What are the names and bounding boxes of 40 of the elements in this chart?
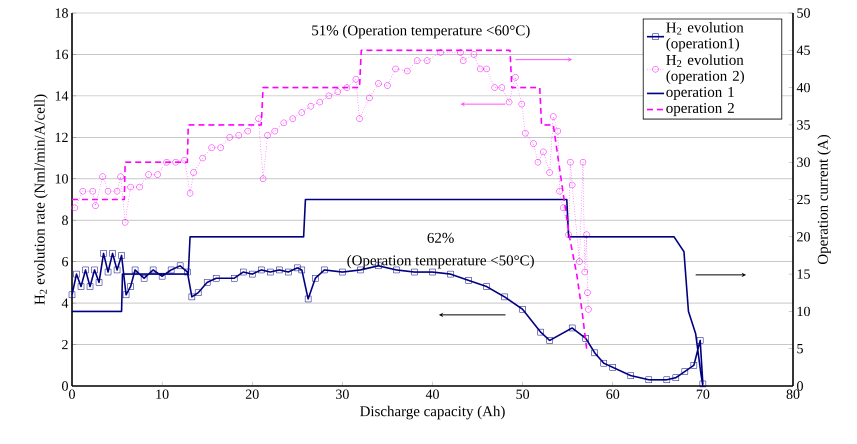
- y-axis-title: H$_{2}$ evolution rate (Nml/min/A/cell): [34, 94, 48, 305]
- annotation: 62%: [428, 232, 454, 243]
- y-tick-label: 2: [62, 340, 68, 350]
- y2-axis-title: Operation current (A): [817, 135, 831, 264]
- y-tick-label: 4: [62, 298, 68, 308]
- y2-tick-label: 20: [797, 232, 810, 242]
- x-tick-label: 10: [156, 390, 169, 399]
- y-tick-label: 14: [56, 91, 68, 100]
- y-tick-label: 12: [56, 132, 68, 142]
- x-axis-title: Discharge capacity (Ah): [360, 406, 505, 420]
- y2-tick-label: 40: [796, 82, 810, 92]
- y2-tick-label: 5: [797, 344, 803, 354]
- x-tick-label: 40: [426, 390, 439, 399]
- x-tick-label: 50: [516, 390, 530, 399]
- y-tick-label: 16: [56, 50, 68, 60]
- y-tick-label: 18: [56, 8, 68, 18]
- annotation: (Operation temperature <50°C): [347, 254, 534, 268]
- x-tick-label: 0: [69, 390, 75, 399]
- y-tick-label: 8: [62, 216, 68, 225]
- y-tick-label: 10: [56, 174, 68, 184]
- y2-tick-label: 45: [796, 46, 810, 55]
- legend-label: H$_{2}$ evolution (operation 2): [666, 54, 744, 84]
- y2-tick-label: 0: [797, 381, 803, 391]
- y2-tick-label: 25: [797, 194, 810, 204]
- x-tick-label: 80: [786, 390, 800, 399]
- y2-tick-label: 50: [797, 8, 810, 18]
- x-tick-label: 20: [246, 390, 259, 399]
- y2-tick-label: 35: [797, 120, 810, 130]
- x-tick-label: 30: [336, 390, 349, 399]
- annotation: 51% (Operation temperature <60°C): [312, 24, 530, 38]
- x-tick-label: 70: [696, 390, 710, 399]
- y2-tick-label: 10: [798, 306, 810, 316]
- x-tick-label: 60: [606, 390, 620, 399]
- legend-label: operation 1: [666, 86, 734, 100]
- legend-label: H$_{2}$ evolution (operation1): [666, 22, 744, 52]
- legend-label: operation 2: [666, 103, 734, 116]
- y-tick-label: 0: [62, 381, 68, 391]
- y2-tick-label: 30: [797, 157, 810, 167]
- y2-tick-label: 15: [798, 269, 810, 279]
- y-tick-label: 6: [62, 256, 68, 266]
